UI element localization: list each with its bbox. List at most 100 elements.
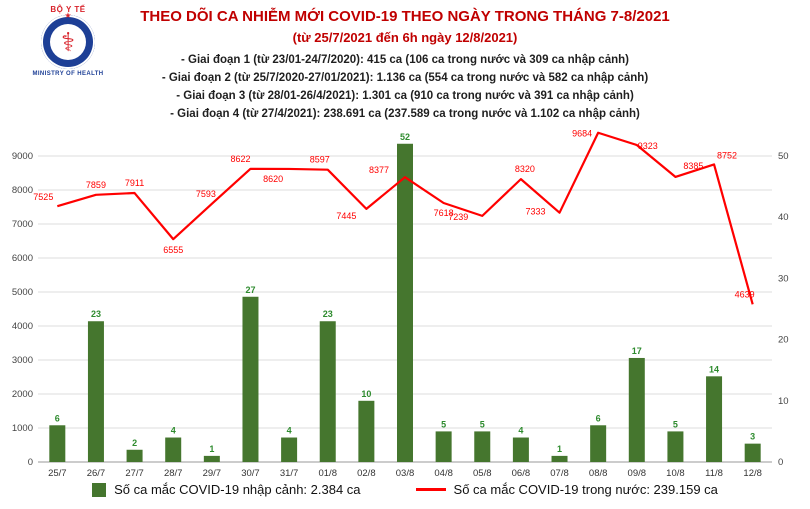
left-axis-tick-label: 0 [28,457,33,468]
bar-series-swatch-icon [92,482,107,497]
x-axis-label: 09/8 [628,468,647,479]
right-axis-tick-label: 30 [778,273,789,284]
bar [512,437,529,462]
line-label: 7859 [86,180,106,190]
bar [242,296,259,462]
x-axis-label: 11/8 [705,468,723,479]
bar-label: 6 [596,413,601,423]
bar [203,455,220,462]
left-axis-tick-label: 5000 [12,287,33,298]
bar-label: 17 [632,346,642,356]
bar-label: 3 [750,432,755,442]
covid-daily-cases-chart: 0100020003000400050006000700080009000010… [12,129,789,479]
line-label: 8385 [683,161,703,171]
bar-label: 23 [91,309,101,319]
bar [49,425,66,462]
x-axis-label: 29/7 [203,468,222,479]
line-label: 7525 [33,192,53,202]
bar-label: 6 [55,413,60,423]
phase-summary-list: - Giai đoạn 1 (từ 23/01-24/7/2020): 415 … [0,51,810,123]
bar-label: 52 [400,132,410,142]
bar-label: 4 [171,426,176,436]
x-axis-label: 26/7 [87,468,106,479]
moh-logo-emblem: ★ ⚕ [41,11,95,69]
bar-label: 2 [132,438,137,448]
x-axis-label: 31/7 [280,468,299,479]
bar [319,321,336,462]
line-label: 7239 [448,212,468,222]
line-label: 7618 [434,208,454,218]
bar [706,376,723,462]
moh-logo: BỘ Y TẾ ★ ⚕ MINISTRY OF HEALTH [24,5,112,77]
x-axis-label: 04/8 [434,468,453,479]
bar [474,431,491,462]
x-axis-label: 01/8 [318,468,337,479]
phase-3-summary: - Giai đoạn 3 (từ 28/01-26/4/2021): 1.30… [176,90,634,102]
x-axis-label: 12/8 [743,468,762,479]
bar [628,357,645,462]
left-axis-tick-label: 6000 [12,253,33,264]
line-label: 7445 [336,211,356,221]
x-axis-label: 07/8 [550,468,569,479]
line-label: 7911 [125,178,144,188]
medical-caduceus-icon: ⚕ [60,27,76,57]
line-path [57,131,754,305]
bar-label: 1 [557,444,562,454]
phase-1-summary: - Giai đoạn 1 (từ 23/01-24/7/2020): 415 … [181,54,629,66]
bar [744,443,761,462]
left-axis-tick-label: 9000 [12,151,33,162]
right-axis-tick-label: 40 [778,212,789,223]
bar [397,143,413,462]
bar [281,437,298,462]
x-axis-label: 27/7 [125,468,144,479]
right-axis-tick-label: 10 [778,396,789,407]
legend-domestic-label: Số ca mắc COVID-19 trong nước: 239.159 c… [453,482,718,497]
line-label: 8320 [515,164,535,174]
line-label: 7333 [526,207,546,217]
bar-label: 5 [673,419,678,429]
legend-item-domestic: Số ca mắc COVID-19 trong nước: 239.159 c… [415,482,718,497]
line-label: 8752 [717,150,737,160]
chart-legend: Số ca mắc COVID-19 nhập cảnh: 2.384 ca S… [0,482,810,497]
line-label: 8622 [230,154,250,164]
star-icon: ★ [64,11,72,20]
left-axis-tick-label: 2000 [12,389,33,400]
line-label: 7593 [196,189,216,199]
logo-org-name-vi: BỘ Y TẾ [50,5,86,14]
x-axis-label: 06/8 [512,468,531,479]
line-label: 9684 [572,129,592,139]
legend-imported-label: Số ca mắc COVID-19 nhập cảnh: 2.384 ca [114,482,361,497]
logo-inner-circle: ⚕ [50,24,86,60]
x-axis-label: 08/8 [589,468,608,479]
x-axis-label: 28/7 [164,468,183,479]
left-axis-tick-label: 3000 [12,355,33,366]
page-title: THEO DÕI CA NHIỄM MỚI COVID-19 THEO NGÀY… [140,8,670,25]
bar-label: 1 [209,444,214,454]
chart-header: THEO DÕI CA NHIỄM MỚI COVID-19 THEO NGÀY… [0,0,810,123]
line-label: 9323 [638,141,658,151]
left-axis-tick-label: 1000 [12,423,33,434]
left-axis-tick-label: 4000 [12,321,33,332]
bar-label: 14 [709,364,719,374]
bar-label: 5 [441,419,446,429]
bar [590,425,607,462]
line-label: 4639 [735,289,755,299]
bar [165,437,182,462]
bar [358,400,375,462]
bar-label: 4 [287,426,292,436]
bar-label: 5 [480,419,485,429]
x-axis-label: 30/7 [241,468,260,479]
right-axis-tick-label: 0 [778,457,783,468]
x-axis-label: 25/7 [48,468,67,479]
bar [87,321,104,462]
line-label: 8597 [310,155,330,165]
bar-label: 10 [361,389,371,399]
bar-label: 4 [518,426,523,436]
x-axis-label: 03/8 [396,468,415,479]
bar-label: 27 [245,285,255,295]
line-label: 8377 [369,165,389,175]
bar [667,431,684,462]
line-label: 8620 [263,174,283,184]
bar [435,431,452,462]
bar [551,455,568,462]
